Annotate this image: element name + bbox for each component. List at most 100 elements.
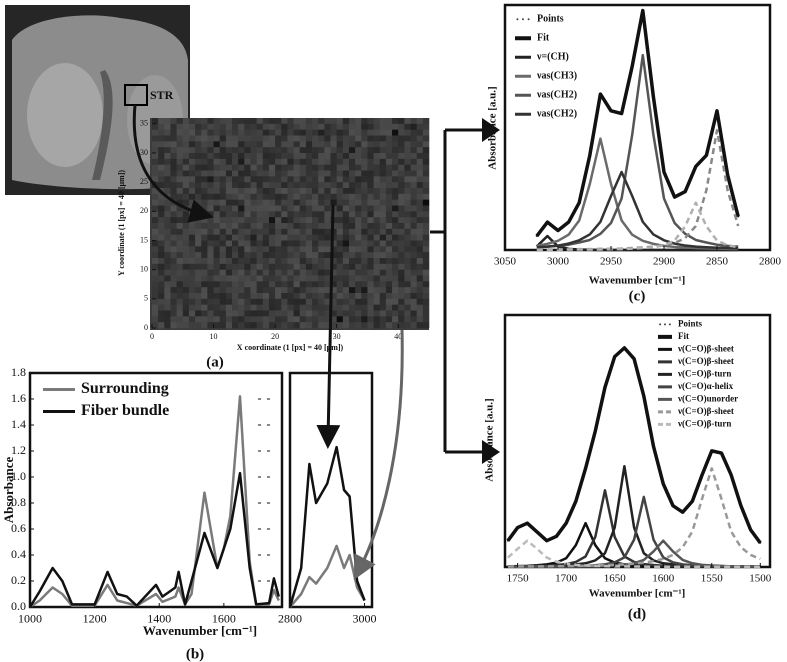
heatmap-cell <box>164 164 171 171</box>
heatmap-cell <box>312 199 319 206</box>
heatmap-cell <box>232 223 239 230</box>
heatmap-cell <box>170 193 177 200</box>
heatmap-cell <box>385 158 393 165</box>
heatmap-cell <box>392 129 399 136</box>
heatmap-cell <box>256 240 264 247</box>
heatmap-cell <box>373 153 381 160</box>
heatmap-cell <box>170 141 177 148</box>
heatmap-cell <box>312 182 319 189</box>
heatmap-cell <box>170 269 177 276</box>
heatmap-cell <box>404 193 411 200</box>
heatmap-cell <box>152 298 159 305</box>
heatmap-cell <box>225 153 233 160</box>
heatmap-cell <box>176 281 184 288</box>
heatmap-cell <box>410 170 417 177</box>
heatmap-cell <box>250 316 257 323</box>
heatmap-cell <box>355 310 362 317</box>
heatmap-cell <box>176 164 184 171</box>
heatmap-cell <box>225 298 233 305</box>
heatmap-cell <box>195 281 202 288</box>
heatmap-cell <box>158 263 165 270</box>
heatmap-cell <box>355 258 362 265</box>
x-tick-label: 2900 <box>653 255 676 267</box>
heatmap-cell <box>355 205 362 212</box>
heatmap-cell <box>176 234 184 241</box>
heatmap-cell <box>170 123 177 130</box>
heatmap-cell <box>348 199 356 206</box>
heatmap-cell <box>416 129 424 136</box>
heatmap-cell <box>188 141 196 148</box>
heatmap-cell <box>361 287 368 294</box>
spectrum-line <box>29 395 280 609</box>
x-tick-label: 1650 <box>604 572 627 584</box>
heatmap-cell <box>392 246 399 253</box>
heatmap-cell <box>398 246 405 253</box>
heatmap-cell <box>355 170 362 177</box>
heatmap-cell <box>318 211 325 218</box>
heatmap-cell <box>268 281 276 288</box>
heatmap-cell <box>182 123 190 130</box>
heatmap-cell <box>225 275 233 282</box>
heatmap-cell <box>232 164 239 171</box>
heatmap-cell <box>176 182 184 189</box>
heatmap-cell <box>158 217 165 224</box>
heatmap-cell <box>342 147 350 154</box>
y-tick-label: 0.0 <box>11 599 26 613</box>
heatmap-cell <box>379 211 387 218</box>
heatmap-cell <box>195 193 202 200</box>
heatmap-cell <box>244 287 251 294</box>
heatmap-cell <box>281 153 288 160</box>
heatmap-cell <box>219 275 227 282</box>
heatmap-cell <box>262 287 270 294</box>
heatmap-cell <box>355 304 362 311</box>
heatmap-cell <box>293 205 301 212</box>
heatmap-cell <box>262 298 270 305</box>
heatmap-cell <box>367 310 374 317</box>
heatmap-cell <box>361 304 368 311</box>
heatmap-cell <box>244 129 251 136</box>
heatmap-cell <box>244 298 251 305</box>
heatmap-cell <box>379 269 387 276</box>
heatmap-cell <box>268 188 276 195</box>
heatmap-cell <box>164 322 171 329</box>
heatmap-cell <box>281 310 288 317</box>
heatmap-cell <box>348 141 356 148</box>
heatmap-cell <box>373 182 381 189</box>
heatmap-cell <box>342 234 350 241</box>
heatmap-cell <box>410 217 417 224</box>
heatmap-cell <box>379 153 387 160</box>
heatmap-cell <box>238 240 245 247</box>
heatmap-cell <box>416 234 424 241</box>
heatmap-cell <box>342 135 350 142</box>
heatmap-cell <box>373 304 381 311</box>
y-tick-label: 25 <box>140 177 148 186</box>
heatmap-cell <box>213 170 221 177</box>
heatmap-cell <box>262 228 270 235</box>
heatmap-cell <box>398 275 405 282</box>
heatmap-cell <box>232 258 239 265</box>
heatmap-cell <box>164 293 171 300</box>
heatmap-cell <box>207 246 214 253</box>
heatmap-cell <box>410 188 417 195</box>
heatmap-cell <box>355 298 362 305</box>
heatmap-cell <box>410 240 417 247</box>
heatmap-cell <box>312 118 319 125</box>
heatmap-cell <box>404 129 411 136</box>
heatmap-cell <box>379 281 387 288</box>
y-axis-label: Y coordinate (1 [px] = 40 [μm]) <box>117 170 126 276</box>
heatmap-cell <box>152 281 159 288</box>
heatmap-cell <box>379 176 387 183</box>
heatmap-cell <box>299 263 307 270</box>
heatmap-cell <box>422 263 430 270</box>
spectrum-line <box>536 170 739 250</box>
heatmap-cell <box>299 170 307 177</box>
heatmap-cell <box>281 193 288 200</box>
heatmap-cell <box>318 217 325 224</box>
heatmap-cell <box>287 170 294 177</box>
heatmap-cell <box>355 158 362 165</box>
heatmap-cell <box>342 188 350 195</box>
heatmap-cell <box>256 234 264 241</box>
heatmap-cell <box>238 287 245 294</box>
heatmap-cell <box>219 287 227 294</box>
heatmap-cell <box>201 275 208 282</box>
